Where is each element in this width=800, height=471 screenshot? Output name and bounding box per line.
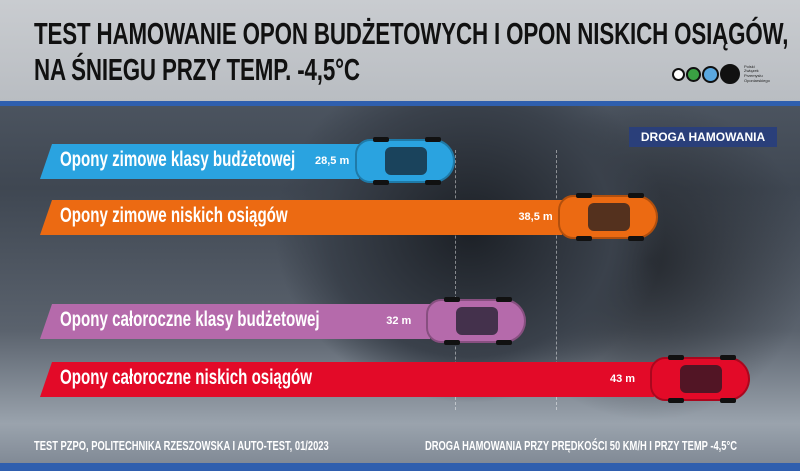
header-divider bbox=[0, 101, 800, 106]
bar-label: Opony zimowe niskich osiągów bbox=[60, 204, 288, 227]
value-label: 28,5 m bbox=[315, 155, 350, 167]
car-icon bbox=[558, 193, 659, 241]
guide-line bbox=[556, 150, 557, 410]
bar-label: Opony całoroczne niskich osiągów bbox=[60, 366, 313, 389]
logo-dot bbox=[672, 67, 685, 81]
bar-label: Opony całoroczne klasy budżetowej bbox=[60, 308, 320, 331]
value-label: 43 m bbox=[610, 373, 636, 385]
bar: Opony całoroczne klasy budżetowej bbox=[40, 304, 431, 339]
bar: Opony zimowe klasy budżetowej bbox=[40, 144, 359, 179]
header bbox=[0, 0, 800, 101]
logo-line: Oponiarskiego bbox=[744, 77, 770, 83]
legend-label: DROGA HAMOWANIA bbox=[629, 127, 777, 147]
bar-label: Opony zimowe klasy budżetowej bbox=[60, 148, 296, 171]
guide-line bbox=[455, 150, 456, 410]
value-label: 38,5 m bbox=[518, 211, 553, 223]
pzpo-logo: Polski Związek Przemysłu Oponiarskiego bbox=[672, 64, 770, 84]
title-line-1: TEST HAMOWANIE OPON BUDŻETOWYCH I OPON N… bbox=[34, 16, 789, 51]
title-line-2: NA ŚNIEGU PRZY TEMP. -4,5°C bbox=[34, 52, 360, 87]
logo-line: Polski bbox=[744, 63, 755, 69]
car-icon bbox=[355, 137, 455, 185]
logo-line: Przemysłu bbox=[744, 73, 763, 78]
car-icon bbox=[650, 355, 750, 403]
value-label: 32 m bbox=[386, 315, 412, 327]
footer-source: TEST PZPO, POLITECHNIKA RZESZOWSKA I AUT… bbox=[34, 438, 329, 453]
bottom-bar bbox=[0, 463, 800, 471]
logo-dot bbox=[686, 66, 701, 82]
logo-dot bbox=[702, 65, 719, 83]
footer-note: DROGA HAMOWANIA PRZY PRĘDKOŚCI 50 KM/H I… bbox=[425, 438, 737, 453]
logo-line: Związek bbox=[744, 68, 759, 74]
bar: Opony zimowe niskich osiągów bbox=[40, 200, 563, 235]
logo-dot bbox=[720, 64, 740, 84]
logo-text: Polski Związek Przemysłu Oponiarskiego bbox=[744, 63, 770, 83]
car-icon bbox=[426, 297, 527, 345]
bar: Opony całoroczne niskich osiągów bbox=[40, 362, 654, 397]
